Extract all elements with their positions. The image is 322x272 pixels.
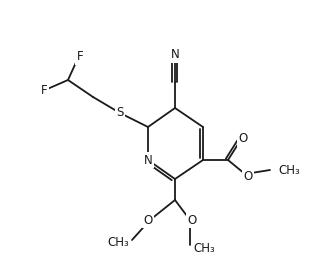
Text: CH₃: CH₃ (107, 236, 129, 249)
Text: O: O (238, 132, 248, 146)
Text: O: O (143, 214, 153, 227)
Text: O: O (187, 214, 197, 227)
Text: S: S (116, 107, 124, 119)
Text: O: O (243, 169, 253, 183)
Text: F: F (41, 85, 47, 97)
Text: N: N (171, 48, 179, 61)
Text: F: F (77, 51, 83, 63)
Text: N: N (144, 153, 152, 166)
Text: CH₃: CH₃ (278, 163, 300, 177)
Text: CH₃: CH₃ (193, 242, 215, 255)
